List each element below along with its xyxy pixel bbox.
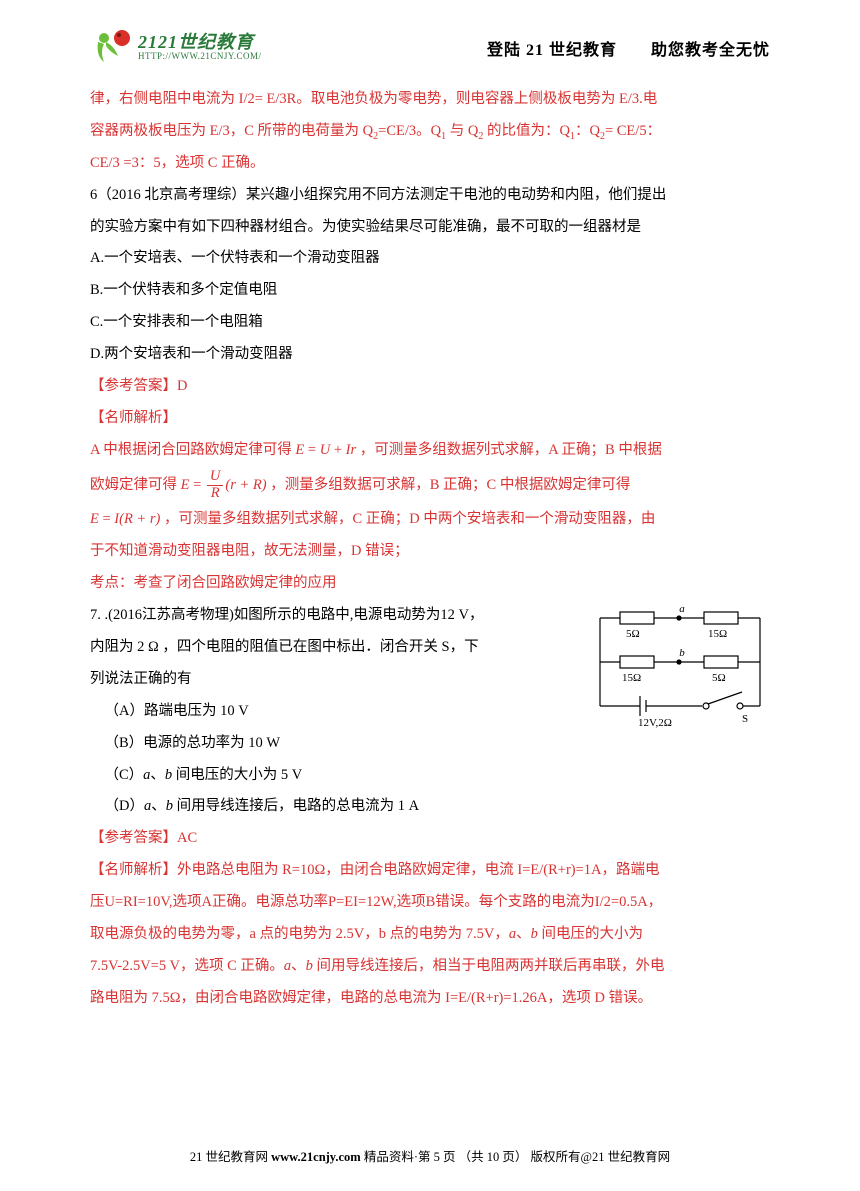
circuit-diagram: a b 5Ω 15Ω 15Ω 5Ω 12V,2Ω S	[592, 604, 770, 757]
q7-analysis-2: 压U=RI=10V,选项A正确。电源总功率P=EI=12W,选项B错误。每个支路…	[90, 887, 770, 919]
q7-analysis-5: 路电阻为 7.5Ω，由闭合电路欧姆定律，电路的总电流为 I=E/(R+r)=1.…	[90, 983, 770, 1015]
prev-solution-line2: 容器两极板电压为 E/3，C 所带的电荷量为 Q2=CE/3。Q1 与 Q2 的…	[90, 116, 770, 148]
q7-answer: 【参考答案】AC	[90, 823, 770, 855]
logo-text: 2121世纪教育 HTTP://WWW.21CNJY.COM/	[138, 33, 262, 61]
logo-sub: HTTP://WWW.21CNJY.COM/	[138, 52, 262, 61]
q6-analysis-1: A 中根据闭合回路欧姆定律可得 E = U + Ir ，可测量多组数据列式求解，…	[90, 435, 770, 467]
prev-solution-line1: 律，右侧电阻中电流为 I/2= E/3R。取电池负极为零电势，则电容器上侧极板电…	[90, 84, 770, 116]
q6-stem-2: 的实验方案中有如下四种器材组合。为使实验结果尽可能准确，最不可取的一组器材是	[90, 212, 770, 244]
q6-option-d: D.两个安培表和一个滑动变阻器	[90, 339, 770, 371]
q6-option-a: A.一个安培表、一个伏特表和一个滑动变阻器	[90, 243, 770, 275]
q6-analysis-4: 于不知道滑动变阻器电阻，故无法测量，D 错误；	[90, 536, 770, 568]
source-label: 12V,2Ω	[638, 717, 672, 729]
switch-label: S	[742, 713, 748, 725]
q6-option-c: C.一个安排表和一个电阻箱	[90, 307, 770, 339]
q6-analysis-title: 【名师解析】	[90, 403, 770, 435]
q6-stem-1: 6（2016 北京高考理综）某兴趣小组探究用不同方法测定干电池的电动势和内阻，他…	[90, 180, 770, 212]
q6-answer: 【参考答案】D	[90, 371, 770, 403]
q7-option-d: （D）a、b 间用导线连接后，电路的总电流为 1 A	[90, 791, 770, 823]
header-title: 登陆 21 世纪教育 助您教考全无忧	[487, 36, 770, 60]
logo-icon	[90, 28, 132, 66]
q7-analysis-3: 取电源负极的电势为零，a 点的电势为 2.5V，b 点的电势为 7.5V，a、b…	[90, 919, 770, 951]
node-b-label: b	[679, 647, 685, 659]
q7-analysis-4: 7.5V-2.5V=5 V，选项 C 正确。a、b 间用导线连接后，相当于电阻两…	[90, 951, 770, 983]
q7-option-c: （C）a、b 间电压的大小为 5 V	[90, 760, 770, 792]
r4-label: 5Ω	[712, 672, 726, 684]
r3-label: 15Ω	[622, 672, 641, 684]
q6-analysis-2: 欧姆定律可得 E = UR(r + R) ，测量多组数据可求解，B 正确；C 中…	[90, 467, 770, 505]
q7-analysis-1: 【名师解析】外电路总电阻为 R=10Ω，由闭合电路欧姆定律，电流 I=E/(R+…	[90, 855, 770, 887]
logo-block: 2121世纪教育 HTTP://WWW.21CNJY.COM/	[90, 28, 262, 66]
page-content: 律，右侧电阻中电流为 I/2= E/3R。取电池负极为零电势，则电容器上侧极板电…	[90, 84, 770, 1015]
q6-option-b: B.一个伏特表和多个定值电阻	[90, 275, 770, 307]
q6-analysis-3: E = I(R + r) ，可测量多组数据列式求解，C 正确；D 中两个安培表和…	[90, 504, 770, 536]
page-header: 2121世纪教育 HTTP://WWW.21CNJY.COM/ 登陆 21 世纪…	[90, 28, 770, 66]
node-a-label: a	[679, 604, 685, 615]
r2-label: 15Ω	[708, 628, 727, 640]
prev-solution-line3: CE/3 =3：5，选项 C 正确。	[90, 148, 770, 180]
r1-label: 5Ω	[626, 628, 640, 640]
page-footer: 21 世纪教育网 www.21cnjy.com 精品资料·第 5 页 （共 10…	[0, 1146, 860, 1165]
q6-analysis-5: 考点：考查了闭合回路欧姆定律的应用	[90, 568, 770, 600]
logo-main: 2121世纪教育	[138, 33, 262, 52]
